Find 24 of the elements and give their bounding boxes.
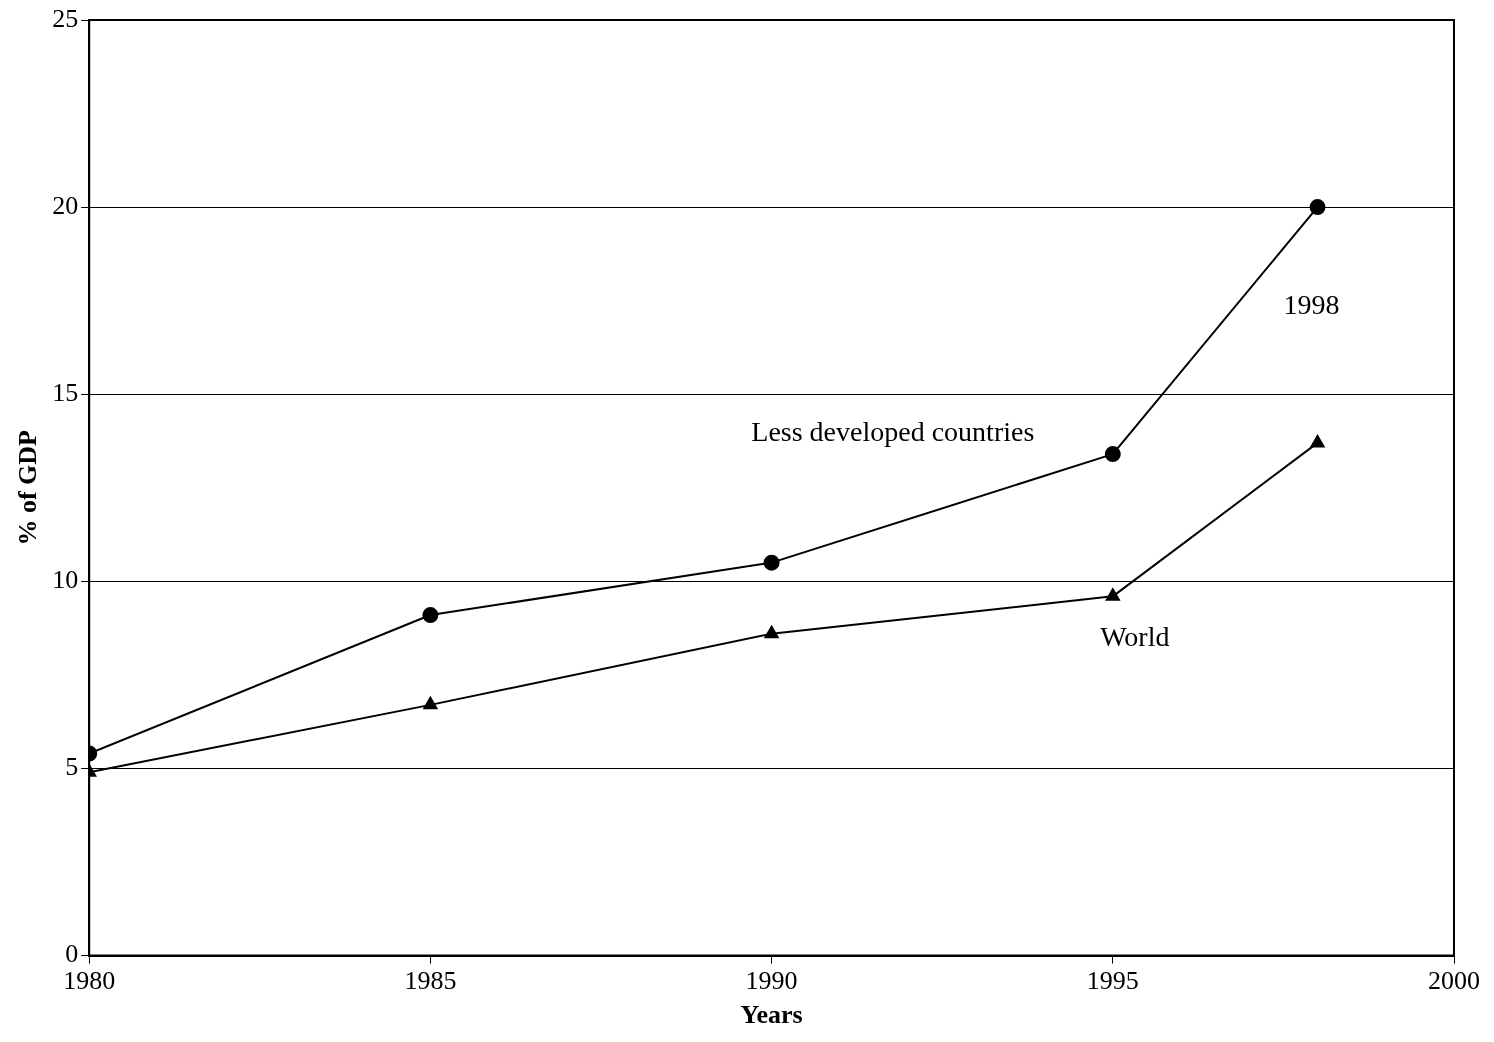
- y-tick-label: 0: [65, 939, 79, 969]
- x-tick-label: 1990: [745, 966, 798, 996]
- x-tick-label: 1995: [1086, 966, 1139, 996]
- x-tick-label: 2000: [1428, 966, 1480, 996]
- point: [1105, 588, 1120, 601]
- series-label: World: [1100, 620, 1170, 652]
- series-label: Less developed countries: [751, 416, 1035, 448]
- x-tick-label: 1980: [63, 966, 116, 996]
- point: [422, 607, 439, 624]
- y-axis-title: % of GDP: [13, 429, 43, 546]
- annotation: 1998: [1283, 289, 1340, 321]
- point: [423, 696, 438, 710]
- y-tick-label: 15: [52, 378, 79, 408]
- y-tick-label: 5: [65, 752, 79, 782]
- point: [1310, 434, 1325, 448]
- point: [764, 625, 779, 639]
- y-tick-label: 10: [52, 565, 79, 595]
- y-tick-label: 25: [52, 3, 79, 33]
- point: [1309, 199, 1326, 216]
- y-tick-label: 20: [52, 190, 79, 220]
- x-axis-title: Years: [740, 1000, 803, 1030]
- point: [1104, 446, 1121, 463]
- point: [763, 554, 780, 571]
- x-tick-label: 1985: [404, 966, 457, 996]
